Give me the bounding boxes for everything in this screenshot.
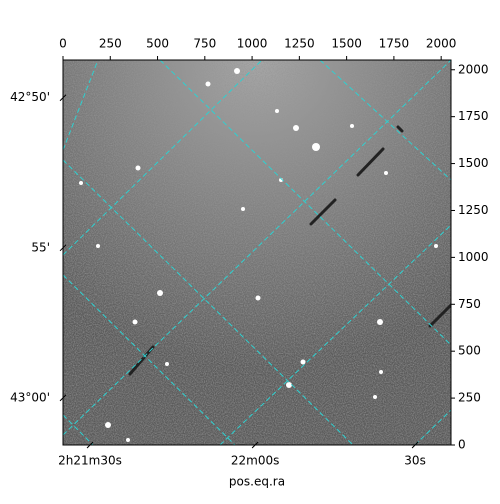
world-x-tick-label: 30s	[404, 454, 426, 468]
world-y-tick	[59, 244, 67, 252]
world-x-tick	[86, 441, 94, 449]
axes-frame	[62, 59, 452, 446]
y-tick-label: 0	[458, 438, 466, 452]
x-tick-label: 250	[99, 37, 122, 51]
x-tick-label: 2000	[426, 37, 457, 51]
sky-image	[63, 60, 451, 445]
x-axis-label: pos.eq.ra	[229, 475, 285, 489]
y-tick-label: 250	[458, 391, 481, 405]
x-tick-label: 500	[146, 37, 169, 51]
y-tick-label: 500	[458, 344, 481, 358]
world-x-tick	[411, 441, 419, 449]
world-x-tick	[251, 441, 259, 449]
y-tick-label: 1500	[458, 156, 489, 170]
y-tick-label: 1750	[458, 109, 489, 123]
world-y-tick-label: 55'	[31, 240, 50, 254]
x-tick-label: 1000	[237, 37, 268, 51]
y-tick-label: 750	[458, 297, 481, 311]
world-y-tick	[59, 94, 67, 102]
x-tick-label: 1500	[331, 37, 362, 51]
world-y-tick-label: 42°50'	[10, 90, 50, 104]
x-tick-label: 0	[59, 37, 67, 51]
coordinate-grid	[63, 60, 451, 445]
x-tick-label: 1250	[284, 37, 315, 51]
world-y-tick-label: 43°00'	[10, 390, 50, 404]
x-tick-label: 750	[193, 37, 216, 51]
world-y-tick	[59, 394, 67, 402]
y-tick-label: 1000	[458, 250, 489, 264]
y-tick-label: 2000	[458, 62, 489, 76]
world-x-tick-label: 2h21m30s	[58, 454, 122, 468]
x-tick-label: 1750	[379, 37, 410, 51]
y-tick-label: 1250	[458, 203, 489, 217]
world-x-tick-label: 22m00s	[231, 454, 279, 468]
